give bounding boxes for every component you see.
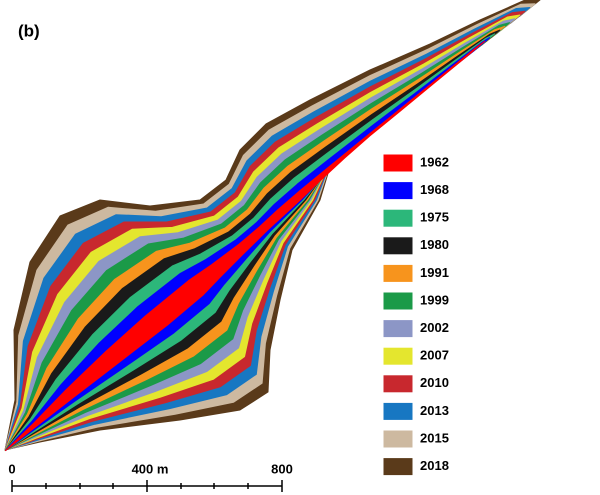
- legend-label: 1968: [420, 182, 449, 197]
- legend-swatch: [382, 208, 414, 228]
- legend-swatch: [382, 401, 414, 421]
- legend-label: 2015: [420, 430, 449, 445]
- scale-bar: [11, 480, 283, 492]
- legend-label: 2002: [420, 320, 449, 335]
- legend: 1962 1968 1975 1980 1991 1999 2002 2007 2010 2013…: [382, 153, 449, 477]
- legend-swatch: [382, 153, 414, 173]
- legend-swatch: [382, 374, 414, 394]
- legend-label: 2013: [420, 403, 449, 418]
- panel-label: (b): [18, 21, 40, 40]
- legend-label: 1962: [420, 154, 449, 169]
- legend-label: 1975: [420, 210, 449, 225]
- legend-label: 2007: [420, 348, 449, 363]
- legend-label: 1999: [420, 292, 449, 307]
- legend-label: 2010: [420, 375, 449, 390]
- legend-swatch: [382, 457, 414, 477]
- scale-label: 800: [271, 461, 293, 476]
- legend-swatch: [382, 181, 414, 201]
- legend-label: 1980: [420, 237, 449, 252]
- glacier-map: [4, 0, 541, 452]
- scale-label: 400 m: [132, 461, 169, 476]
- legend-swatch: [382, 346, 414, 366]
- legend-label: 2018: [420, 458, 449, 473]
- glacier-extent: [5, 40, 486, 452]
- legend-swatch: [382, 263, 414, 283]
- legend-label: 1991: [420, 265, 449, 280]
- legend-swatch: [382, 236, 414, 256]
- legend-swatch: [382, 429, 414, 449]
- legend-swatch: [382, 319, 414, 339]
- scale-label: 0: [8, 461, 15, 476]
- legend-swatch: [382, 291, 414, 311]
